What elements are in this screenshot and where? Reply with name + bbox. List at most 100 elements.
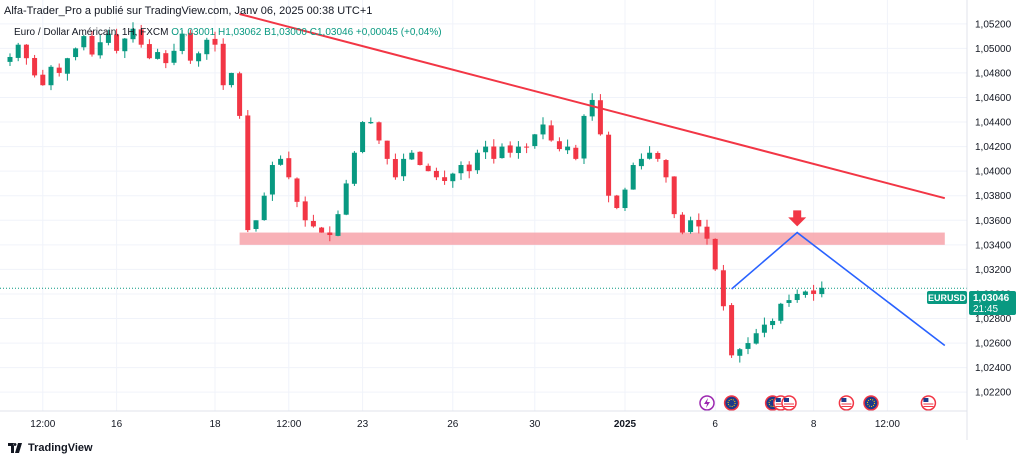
candle-body xyxy=(7,56,13,62)
candle-body xyxy=(245,115,251,231)
candle-body xyxy=(146,44,152,59)
eu-stars-ring xyxy=(727,399,736,407)
price-tick-label: 1,04000 xyxy=(975,167,1012,178)
candle-body xyxy=(647,152,653,159)
price-tick-label: 1,04200 xyxy=(975,142,1012,153)
candle-body xyxy=(597,100,603,135)
drawings-layer xyxy=(239,13,946,347)
symbol-tag-bg xyxy=(927,291,967,304)
candle-body xyxy=(204,39,210,55)
time-tick-label: 30 xyxy=(529,419,541,430)
price-tick-label: 1,04800 xyxy=(975,68,1012,79)
candle-body xyxy=(261,195,267,221)
candle-body xyxy=(819,287,825,295)
price-axis[interactable]: 1,05200 1,05000 1,04800 1,04600 1,04400 1,042… xyxy=(975,19,1012,398)
candle-body xyxy=(81,36,87,48)
candle-body xyxy=(228,72,234,86)
candle-body xyxy=(491,146,497,159)
candle-body xyxy=(753,333,759,344)
candle-body xyxy=(89,35,95,55)
price-tag-value: 1,03046 xyxy=(973,293,1010,304)
us-flag-canton xyxy=(775,398,781,402)
lightning-glyph xyxy=(704,398,710,408)
candle-body xyxy=(237,73,243,116)
candle-body xyxy=(269,165,275,195)
candle-body xyxy=(64,58,70,74)
candle-body xyxy=(761,324,767,333)
events-layer xyxy=(699,395,937,411)
descending-trendline xyxy=(239,13,946,200)
candle-body xyxy=(48,66,54,86)
legend-symbol: Euro / Dollar Américain, 1H, FXCM xyxy=(14,27,169,38)
candle-body xyxy=(40,74,46,86)
candle-body xyxy=(786,300,792,303)
tradingview-brand: TradingView xyxy=(28,442,93,454)
time-axis[interactable]: 12:00 16 18 12:00 23 26 30 2025 6 8 12:00 xyxy=(30,419,900,430)
candle-body xyxy=(679,214,685,233)
legend-high: H1,03062 xyxy=(218,27,262,38)
candle-body xyxy=(737,349,743,356)
time-tick-label: 12:00 xyxy=(875,419,900,430)
candle-body xyxy=(105,33,111,43)
candle-body xyxy=(745,343,751,349)
candle-body xyxy=(310,220,316,227)
time-tick-label: 8 xyxy=(811,419,817,430)
symbol-legend[interactable]: Euro / Dollar Américain, 1H, FXCM O1,030… xyxy=(14,27,442,38)
candle-body xyxy=(573,147,579,159)
time-tick-label: 6 xyxy=(712,419,718,430)
time-tick-label: 2025 xyxy=(614,419,637,430)
candle-body xyxy=(97,42,103,56)
price-tick-label: 1,05000 xyxy=(975,44,1012,55)
candle-body xyxy=(712,238,718,270)
us-flag-canton xyxy=(841,398,847,402)
candle-body xyxy=(384,140,390,159)
candle-body xyxy=(171,50,177,63)
candle-body xyxy=(425,165,431,172)
candle-body xyxy=(302,201,308,221)
candle-body xyxy=(524,146,530,148)
eu-flag-event-icon xyxy=(863,395,879,411)
legend-close: C1,03046 xyxy=(309,27,354,38)
tradingview-logo[interactable]: TradingView xyxy=(8,442,93,454)
candle-body xyxy=(196,53,202,62)
candle-body xyxy=(433,170,439,178)
candle-body xyxy=(130,28,136,40)
time-tick-label: 16 xyxy=(111,419,123,430)
candle-body xyxy=(179,33,185,51)
candle-body xyxy=(376,122,382,141)
time-tick-label: 18 xyxy=(209,419,221,430)
candle-body xyxy=(630,165,636,190)
candle-body xyxy=(614,195,620,208)
candle-body xyxy=(671,176,677,215)
resistance-zone xyxy=(239,232,945,245)
candle-body xyxy=(466,164,472,172)
price-tick-label: 1,03600 xyxy=(975,216,1012,227)
price-tick-label: 1,05200 xyxy=(975,19,1012,30)
candle-body xyxy=(556,141,562,150)
candle-body xyxy=(23,44,29,59)
candle-body xyxy=(294,178,300,202)
price-tick-label: 1,02800 xyxy=(975,314,1012,325)
candle-body xyxy=(253,220,259,229)
candle-body xyxy=(483,146,489,153)
symbol-tag-text: EURUSD xyxy=(928,293,967,303)
candles-layer xyxy=(7,22,825,363)
candle-body xyxy=(138,29,144,45)
candle-body xyxy=(794,293,800,301)
candle-body xyxy=(327,232,333,236)
candle-body xyxy=(663,160,669,178)
tradingview-logo-icon xyxy=(8,443,22,453)
candle-body xyxy=(688,220,694,232)
candle-body xyxy=(778,303,784,321)
candle-body xyxy=(507,145,513,153)
publisher-line: Alfa-Trader_Pro a publié sur TradingView… xyxy=(4,5,373,17)
candle-body xyxy=(589,99,595,117)
candle-body xyxy=(655,152,661,159)
candle-body xyxy=(73,48,79,58)
us-flag-canton xyxy=(784,398,789,402)
candle-body xyxy=(163,53,169,64)
candle-body xyxy=(581,115,587,159)
legend-open: O1,03001 xyxy=(171,27,216,38)
candle-body xyxy=(729,305,735,356)
